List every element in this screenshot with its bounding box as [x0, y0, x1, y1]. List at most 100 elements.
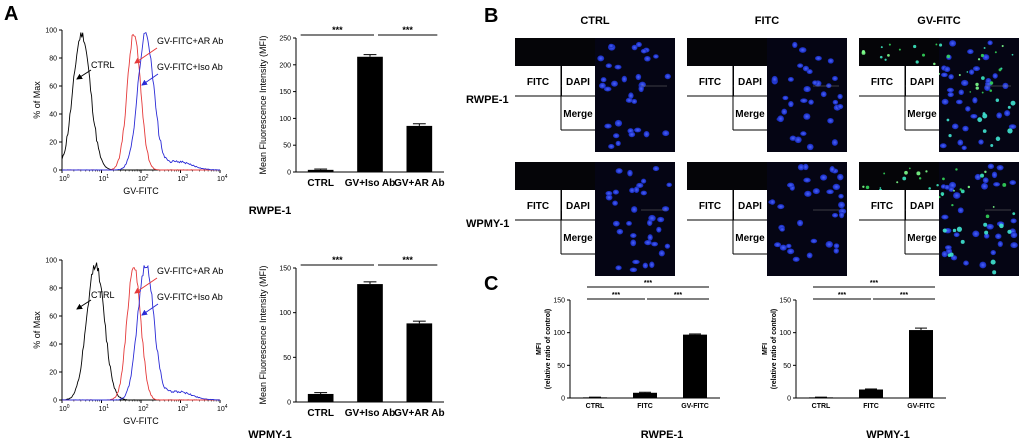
nucleus: [953, 232, 960, 238]
nucleus: [1010, 218, 1017, 224]
nucleus: [837, 103, 844, 110]
hist-label-iso: GV-FITC+Iso Ab: [157, 292, 223, 302]
nucleus: [640, 48, 648, 54]
nucleus: [808, 99, 814, 105]
bar-y-tick-label: 250: [279, 36, 291, 43]
fitc-signal: [898, 48, 901, 51]
nucleus: [969, 69, 975, 75]
nucleus: [941, 214, 949, 220]
label-quadrant: [515, 96, 595, 152]
dapi-label: DAPI: [738, 201, 762, 212]
bar-y-tick-label: 0: [787, 396, 791, 403]
merge-label: Merge: [735, 233, 765, 244]
significance-label: ***: [402, 255, 413, 265]
micrograph-tile: FITC DAPI Merge: [859, 162, 1019, 276]
hist-x-tick-label: 101: [99, 174, 110, 183]
nucleus: [1009, 180, 1017, 185]
bar-y-tick-label: 100: [553, 330, 565, 337]
nucleus: [797, 164, 805, 171]
fitc-signal: [936, 183, 939, 187]
hist-x-tick-label: 102: [138, 404, 149, 413]
panel-a-cell-label: WPMY-1: [248, 429, 291, 441]
fitc-signal: [896, 181, 899, 184]
significance-label: ***: [402, 25, 413, 35]
merge-label: Merge: [907, 233, 937, 244]
fitc-signal: [861, 50, 866, 55]
merge-label: Merge: [563, 233, 593, 244]
nucleus: [604, 123, 612, 129]
nucleus: [972, 97, 978, 104]
fitc-signal: [984, 170, 987, 174]
nucleus: [798, 47, 807, 53]
bar-category-label: CTRL: [812, 403, 831, 410]
nucleus: [777, 115, 784, 123]
nucleus: [649, 261, 655, 268]
fitc-signal: [1012, 212, 1016, 216]
hist-x-tick-label: 101: [99, 404, 110, 413]
nucleus: [597, 55, 605, 62]
nucleus: [832, 99, 839, 105]
bar-y-label: Mean Fluorescence Intensity (MFI): [258, 265, 268, 404]
bar-y-tick-label: 150: [779, 298, 791, 305]
fitc-signal: [992, 206, 995, 208]
fitc-signal: [935, 43, 938, 46]
bar: [307, 393, 334, 402]
bar: [909, 330, 933, 398]
bar-y-tick-label: 100: [279, 116, 291, 123]
nucleus: [647, 234, 653, 241]
nucleus: [644, 239, 652, 246]
nucleus: [797, 219, 804, 227]
hist-y-tick-label: 0: [53, 398, 57, 405]
fitc-signal: [989, 89, 993, 92]
micrograph-tile: FITC DAPI Merge: [687, 162, 847, 276]
nucleus: [632, 259, 640, 265]
nucleus: [605, 194, 613, 201]
fitc-label: FITC: [699, 77, 721, 88]
nucleus: [943, 66, 951, 73]
dapi-merge-channel: [595, 38, 675, 152]
nucleus: [820, 174, 828, 181]
nucleus: [961, 145, 967, 151]
fitc-signal: [975, 86, 979, 90]
nucleus: [627, 169, 633, 177]
fitc-signal: [865, 185, 870, 190]
nucleus: [630, 233, 637, 238]
nucleus: [603, 86, 612, 92]
nucleus: [944, 184, 950, 190]
dapi-label-box: [734, 190, 767, 220]
nucleus: [955, 99, 963, 105]
nucleus: [769, 199, 776, 205]
nucleus: [648, 214, 656, 222]
nucleus: [614, 64, 622, 70]
panel-a: 0 20 40 60 80 100 100 101 102 103 104 GV-FITC % of M…: [32, 25, 445, 441]
panel-a-row-wpmy-1: 0 20 40 60 80 100 100 101 102 103 104 GV-FITC % of M…: [32, 255, 445, 441]
fitc-label: FITC: [871, 77, 893, 88]
merge-signal: [949, 252, 954, 257]
fitc-signal: [977, 58, 981, 61]
bar-y-tick-label: 150: [279, 266, 291, 273]
fitc-signal: [981, 76, 985, 80]
nucleus: [839, 211, 845, 219]
nucleus: [608, 43, 614, 49]
nucleus: [600, 77, 607, 83]
hist-arrow-ctrl: [76, 69, 92, 80]
micrograph-tile: FITC DAPI Merge: [515, 162, 675, 276]
nucleus: [958, 89, 964, 96]
merge-signal: [982, 129, 987, 133]
nucleus: [832, 76, 838, 82]
nucleus: [827, 58, 834, 64]
fitc-label-box: [859, 66, 905, 96]
bar-category-label: GV+AR Ab: [394, 408, 444, 419]
hist-x-tick-label: 104: [217, 404, 228, 413]
nucleus: [957, 139, 964, 146]
nucleus: [812, 80, 818, 86]
fitc-signal: [916, 171, 921, 176]
nucleus: [656, 226, 662, 233]
fitc-signal: [998, 68, 1002, 72]
fitc-label: FITC: [699, 201, 721, 212]
nucleus: [951, 123, 959, 130]
fitc-signal: [888, 43, 891, 46]
nucleus: [827, 117, 834, 124]
nucleus: [779, 244, 787, 251]
